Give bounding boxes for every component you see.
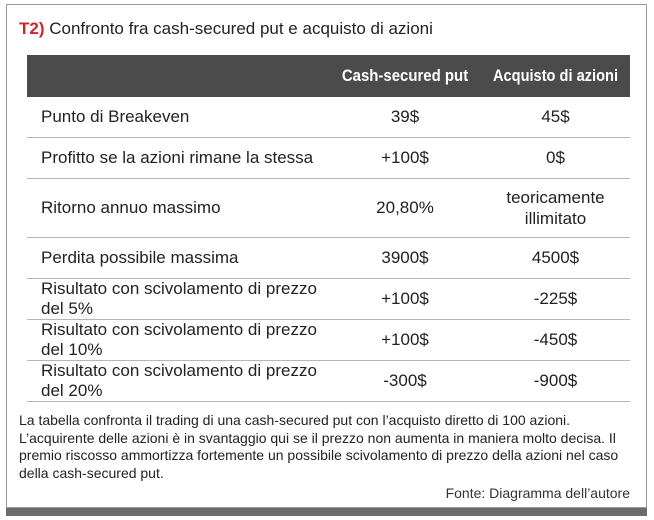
row-label: Perdita possibile massima: [41, 248, 239, 267]
cell-acquisto-azioni: 45$: [541, 107, 570, 126]
table-row: Punto di Breakeven 39$ 45$: [27, 97, 630, 138]
cell-acquisto-azioni: 4500$: [531, 248, 580, 267]
cell-line: illimitato: [524, 209, 587, 228]
table-row: Risultato con scivolamento di prezzo del…: [27, 279, 630, 320]
table-row: Profitto se la azioni rimane la stessa +…: [27, 138, 630, 179]
cell-acquisto-azioni: -900$: [533, 371, 578, 390]
table-row: Risultato con scivolamento di prezzo del…: [27, 320, 630, 361]
row-label: Risultato con scivolamento di prezzo del…: [41, 361, 317, 400]
table-caption: La tabella confronta il trading di una c…: [19, 412, 619, 481]
cell-cash-secured-put: 20,80%: [376, 198, 434, 217]
cell-acquisto-azioni: -225$: [533, 289, 578, 308]
cell-line: teoricamente: [506, 188, 605, 207]
row-label: Risultato con scivolamento di prezzo del…: [41, 320, 317, 359]
table-row: Ritorno annuo massimo 20,80% teoricament…: [27, 179, 630, 238]
cell-cash-secured-put: +100$: [381, 148, 429, 167]
table-row: Risultato con scivolamento di prezzo del…: [27, 361, 630, 402]
row-label: Punto di Breakeven: [41, 107, 190, 126]
header-acquisto-azioni: Acquisto di azioni: [492, 66, 619, 85]
cell-cash-secured-put: 3900$: [381, 248, 429, 267]
row-label: Ritorno annuo massimo: [41, 198, 221, 217]
figure-tag: T2): [19, 19, 45, 38]
figure-frame: T2) Confronto fra cash-secured put e acq…: [6, 4, 647, 508]
bottom-band: [6, 508, 647, 516]
comparison-table: Cash-secured put Acquisto di azioni Punt…: [27, 55, 630, 402]
figure-title: T2) Confronto fra cash-secured put e acq…: [19, 19, 433, 39]
cell-cash-secured-put: +100$: [381, 289, 429, 308]
cell-cash-secured-put: 39$: [390, 107, 420, 126]
row-label: Risultato con scivolamento di prezzo del…: [41, 279, 317, 318]
cell-cash-secured-put: -300$: [383, 371, 427, 390]
header-cash-secured-put: Cash-secured put: [341, 66, 469, 85]
cell-acquisto-azioni: -450$: [533, 330, 578, 349]
row-label: Profitto se la azioni rimane la stessa: [41, 148, 314, 167]
cell-acquisto-azioni: teoricamente illimitato: [481, 187, 630, 229]
cell-cash-secured-put: +100$: [381, 330, 429, 349]
table-header: Cash-secured put Acquisto di azioni: [27, 55, 630, 97]
cell-acquisto-azioni: 0$: [546, 148, 565, 167]
table-row: Perdita possibile massima 3900$ 4500$: [27, 238, 630, 279]
figure-title-text: Confronto fra cash-secured put e acquist…: [49, 19, 433, 38]
source-note: Fonte: Diagramma dell’autore: [445, 485, 630, 501]
